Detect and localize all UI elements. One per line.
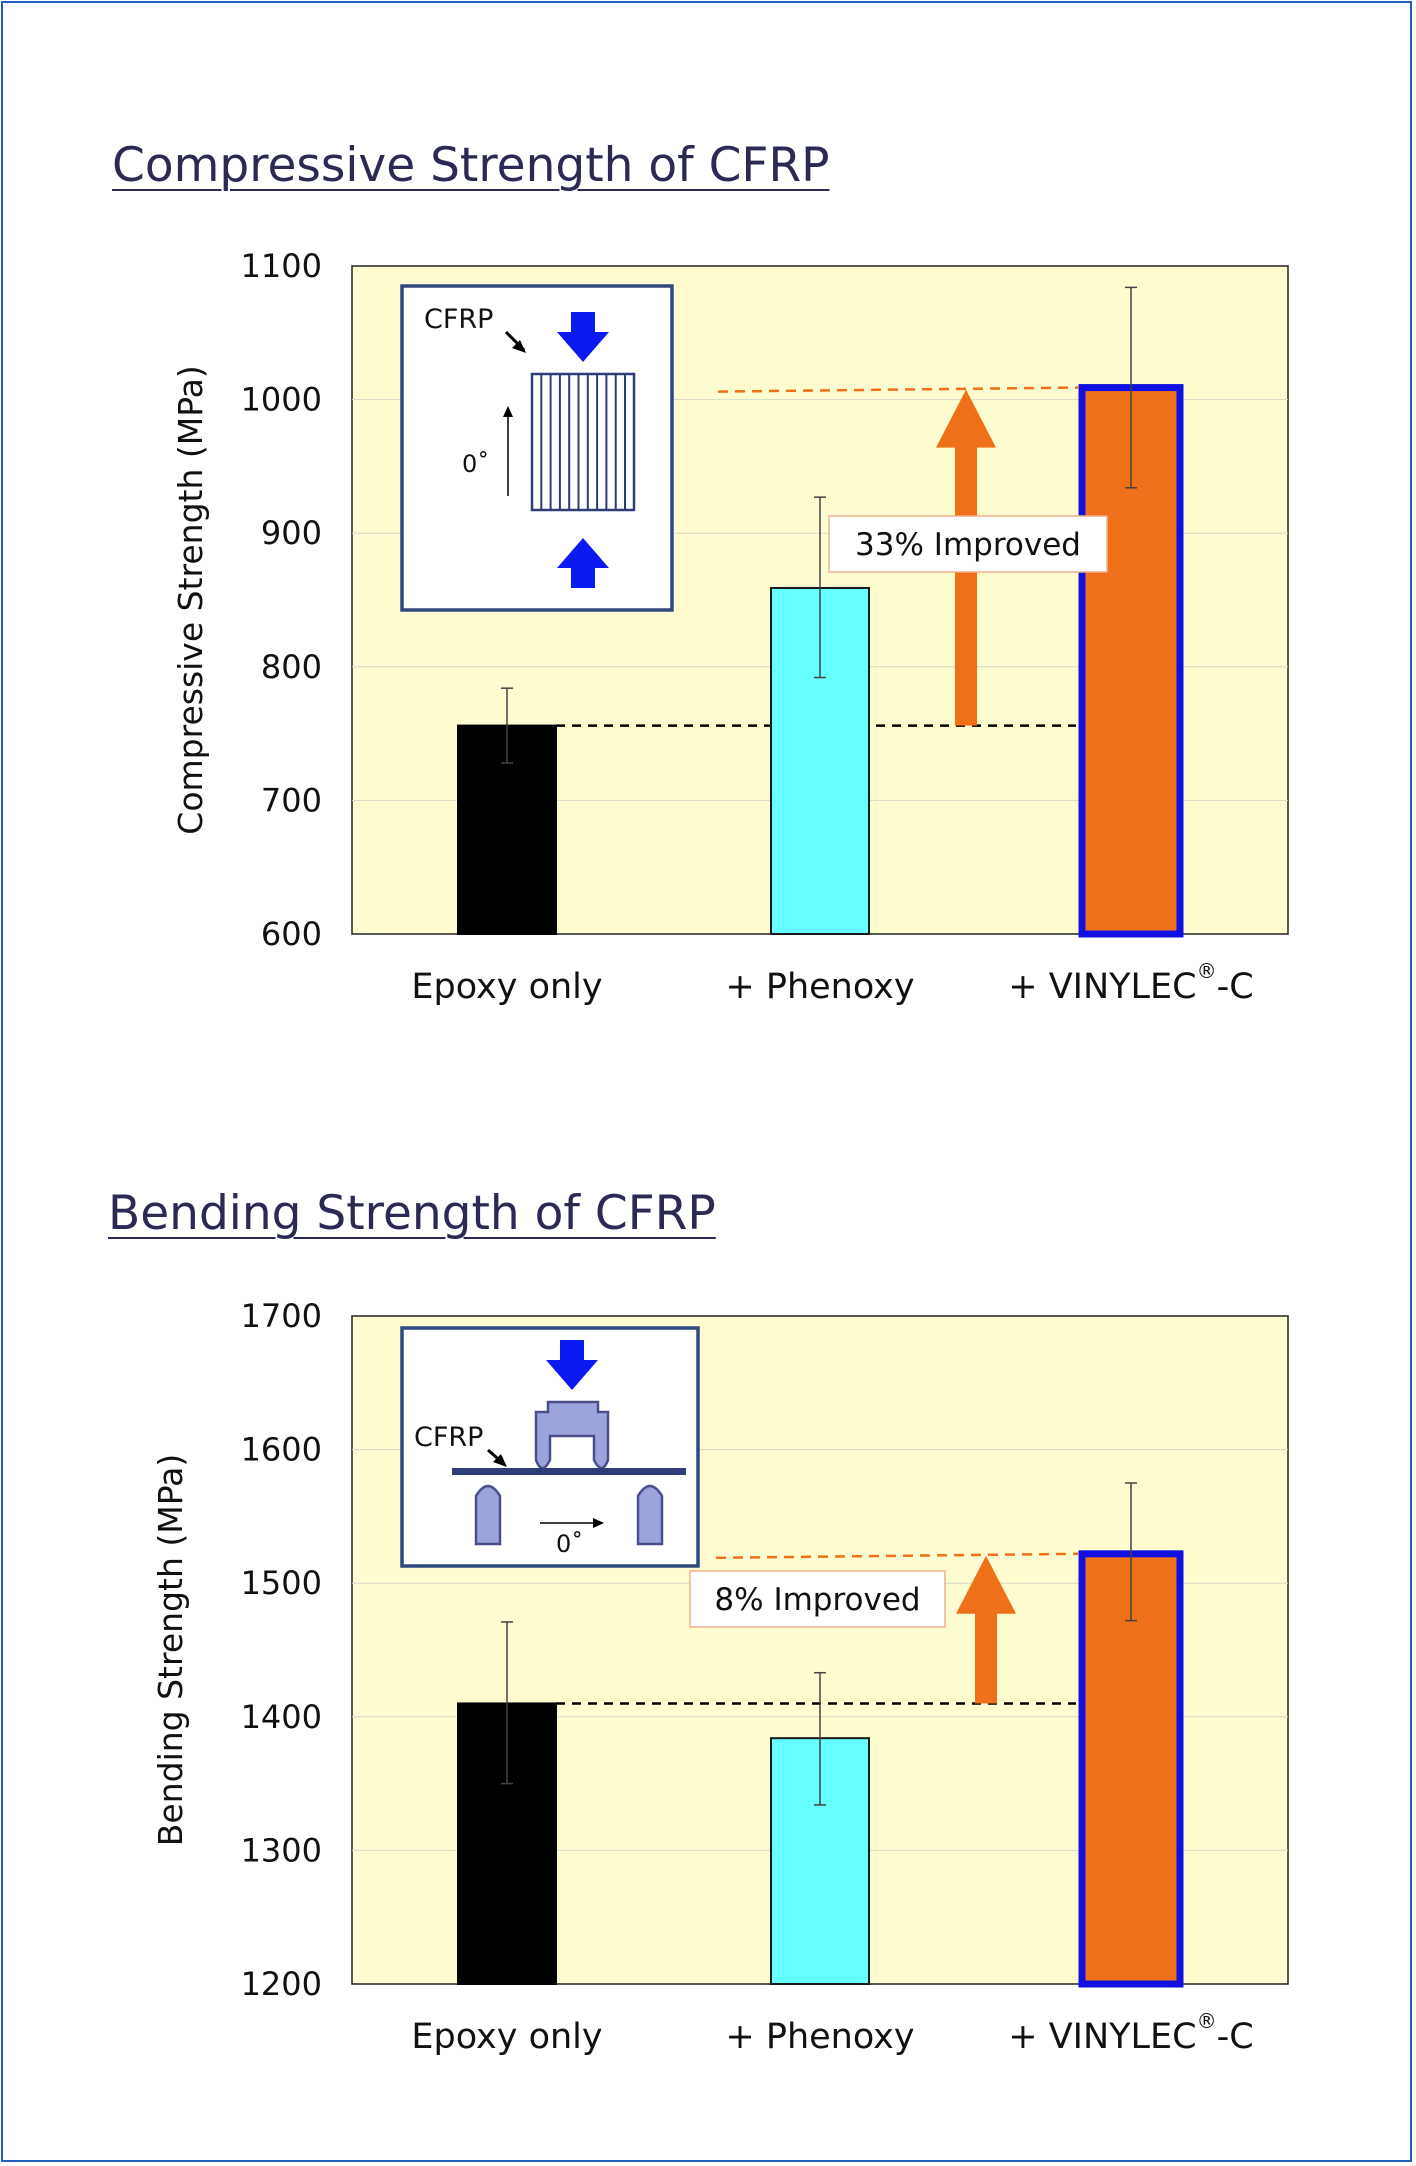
y-tick-label: 800	[261, 648, 322, 686]
load-arrow-up-icon	[557, 538, 609, 588]
load-arrow-down-icon	[546, 1340, 598, 1390]
pointer-arrowhead	[512, 340, 526, 353]
compression-test-inset: CFRP 0˚	[400, 284, 674, 612]
bending-strength-chart: 1200 1300 1400 1500 1600 1700 Bending Strength…	[151, 1297, 1289, 2057]
x-category-label: + VINYLEC®-C	[1008, 2009, 1253, 2057]
cfrp-beam	[452, 1468, 686, 1475]
loading-nose	[534, 1400, 610, 1470]
load-arrow-down-icon	[557, 312, 609, 362]
x-category-label: + VINYLEC®-C	[1008, 959, 1253, 1007]
y-tick-label: 1500	[241, 1564, 322, 1602]
y-tick-label: 1100	[241, 247, 322, 285]
right-support	[636, 1484, 664, 1546]
x-category-label: + Phenoxy	[725, 967, 914, 1007]
angle-label: 0˚	[462, 450, 489, 478]
y-tick-label: 600	[261, 915, 322, 953]
x-category-label: Epoxy only	[411, 2017, 602, 2057]
cfrp-specimen	[530, 372, 636, 512]
improvement-label-box	[828, 515, 1108, 573]
y-tick-label: 1200	[241, 1965, 322, 2003]
x-category-label: + Phenoxy	[725, 2017, 914, 2057]
y-axis-title: Bending Strength (MPa)	[151, 1454, 190, 1846]
improved-dashed-line	[715, 1552, 1079, 1560]
x-category-label: Epoxy only	[411, 967, 602, 1007]
fiber-direction-arrowhead	[503, 406, 513, 417]
angle-label: 0˚	[556, 1530, 583, 1558]
y-tick-label: 900	[261, 514, 322, 552]
bending-test-inset: CFRP 0˚	[400, 1326, 700, 1568]
improvement-arrow	[956, 1555, 1016, 1704]
pointer-arrowhead	[493, 1454, 507, 1467]
improvement-label-box	[689, 1570, 946, 1628]
y-tick-label: 1300	[241, 1831, 322, 1869]
cfrp-label: CFRP	[414, 1422, 483, 1453]
bending-heading: Bending Strength of CFRP	[108, 1186, 716, 1241]
cfrp-label: CFRP	[424, 304, 493, 335]
y-tick-label: 1000	[241, 381, 322, 419]
y-tick-label: 700	[261, 781, 322, 819]
bar	[1078, 1550, 1184, 1988]
improved-dashed-line	[717, 386, 1079, 393]
y-tick-label: 1400	[241, 1698, 322, 1736]
improvement-label: 33% Improved	[855, 527, 1081, 563]
y-tick-label: 1600	[241, 1431, 322, 1469]
compressive-heading: Compressive Strength of CFRP	[112, 138, 830, 193]
fiber-direction-arrowhead	[593, 1518, 604, 1528]
y-tick-label: 1700	[241, 1297, 322, 1335]
compressive-strength-chart: 600 700 800 900 1000 1100 Compressive Strength…	[171, 247, 1289, 1007]
y-axis-title: Compressive Strength (MPa)	[171, 365, 210, 834]
improvement-label: 8% Improved	[714, 1582, 920, 1618]
left-support	[474, 1484, 502, 1546]
